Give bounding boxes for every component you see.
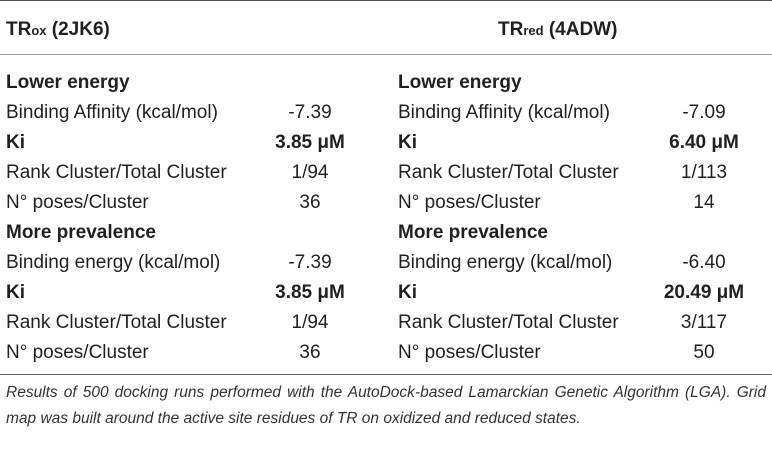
table-row: Binding Affinity (kcal/mol) -7.39 [0,98,372,128]
header-left-sub: ox [31,22,47,38]
row-label: N° poses/Cluster [398,192,541,213]
row-value: 1/94 [291,162,329,183]
section-title-label: Lower energy [6,72,130,93]
row-label: Rank Cluster/Total Cluster [398,162,619,183]
row-value: 6.40 μM [669,132,739,153]
row-label: N° poses/Cluster [6,192,149,213]
section-title: Lower energy [0,68,372,98]
top-rule [0,0,772,1]
table-row: N° poses/Cluster 50 [392,338,772,368]
row-value: 50 [693,342,715,363]
row-value: -6.40 [682,252,726,273]
row-value: 14 [693,192,715,213]
row-value: 3.85 μM [275,132,345,153]
row-label: Binding energy (kcal/mol) [398,252,613,273]
header-right-title: TR red (4ADW) [498,6,617,54]
header-left-main: TR [6,19,32,40]
row-value: 36 [299,342,321,363]
table-row: Binding energy (kcal/mol) -7.39 [0,248,372,278]
row-value: 1/113 [680,162,728,183]
row-value: 3/117 [680,312,728,333]
table-row: N° poses/Cluster 14 [392,188,772,218]
row-label: Ki [398,132,417,153]
table-row: Binding Affinity (kcal/mol) -7.09 [392,98,772,128]
row-value: -7.39 [288,102,332,123]
row-label: Binding energy (kcal/mol) [6,252,221,273]
table-row: Ki 20.49 μM [392,278,772,308]
header-left-rest: (2JK6) [46,19,110,40]
table-row: Rank Cluster/Total Cluster 1/94 [0,308,372,338]
row-value: 36 [299,192,321,213]
table-row: Binding energy (kcal/mol) -6.40 [392,248,772,278]
section-title: More prevalence [392,218,772,248]
table-row: Ki 3.85 μM [0,278,372,308]
section-title-label: Lower energy [398,72,522,93]
table-row: N° poses/Cluster 36 [0,338,372,368]
row-label: N° poses/Cluster [398,342,541,363]
header-left-title: TR ox (2JK6) [6,6,110,54]
row-label: Rank Cluster/Total Cluster [398,312,619,333]
row-label: Rank Cluster/Total Cluster [6,162,227,183]
row-value: -7.39 [288,252,332,273]
row-label: Binding Affinity (kcal/mol) [398,102,610,123]
header-right-rest: (4ADW) [543,19,618,40]
row-value: 3.85 μM [275,282,345,303]
row-value: 20.49 μM [663,282,745,303]
section-title: More prevalence [0,218,372,248]
table-row: Rank Cluster/Total Cluster 1/94 [0,158,372,188]
section-title-label: More prevalence [398,222,548,243]
row-label: Ki [398,282,417,303]
table-row: Rank Cluster/Total Cluster 3/117 [392,308,772,338]
left-column: Lower energy Binding Affinity (kcal/mol)… [0,68,372,368]
table-row: N° poses/Cluster 36 [0,188,372,218]
row-label: Binding Affinity (kcal/mol) [6,102,218,123]
section-title: Lower energy [392,68,772,98]
table-row: Rank Cluster/Total Cluster 1/113 [392,158,772,188]
bottom-rule [0,374,772,375]
table-header: TR ox (2JK6) TR red (4ADW) [0,6,772,55]
row-label: Ki [6,282,25,303]
table-row: Ki 3.85 μM [0,128,372,158]
right-column: Lower energy Binding Affinity (kcal/mol)… [392,68,772,368]
header-right-main: TR [498,19,524,40]
row-value: 1/94 [291,312,329,333]
header-right-sub: red [523,22,544,38]
row-label: Rank Cluster/Total Cluster [6,312,227,333]
table-row: Ki 6.40 μM [392,128,772,158]
section-title-label: More prevalence [6,222,156,243]
row-value: -7.09 [682,102,726,123]
table-footnote: Results of 500 docking runs performed wi… [6,384,766,427]
row-label: Ki [6,132,25,153]
row-label: N° poses/Cluster [6,342,149,363]
